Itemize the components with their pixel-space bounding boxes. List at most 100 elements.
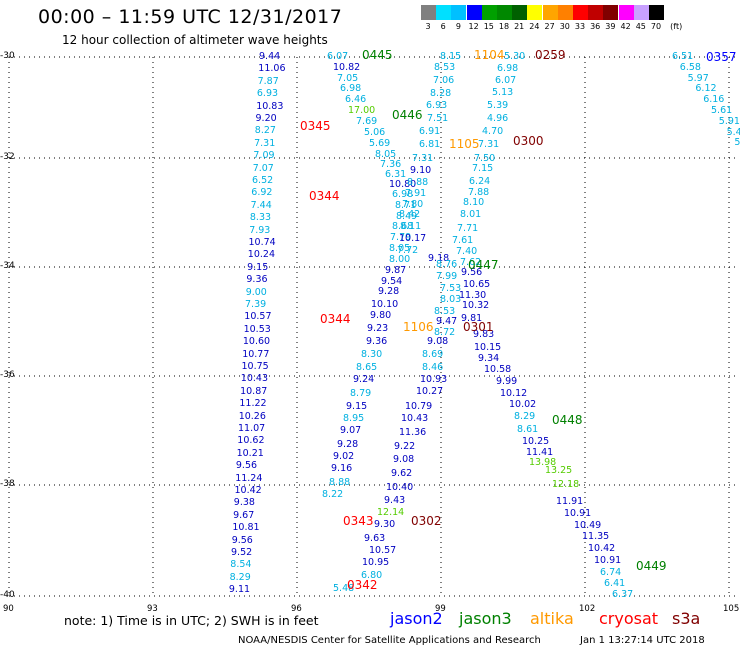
swh-value: 9.81 bbox=[461, 313, 483, 324]
legend-unit: (ft) bbox=[670, 22, 683, 31]
swh-value: 10.02 bbox=[509, 399, 537, 410]
note-text: note: 1) Time is in UTC; 2) SWH is in fe… bbox=[64, 613, 319, 628]
swh-value: 4.96 bbox=[487, 113, 509, 124]
swh-value: 7.88 bbox=[468, 187, 490, 198]
lat-tick-label: -40 bbox=[0, 590, 15, 600]
swh-value: 9.47 bbox=[436, 316, 458, 327]
swh-value: 17.00 bbox=[348, 105, 376, 116]
legend-swatch bbox=[527, 5, 543, 20]
legend-label: 21 bbox=[514, 22, 525, 31]
swh-value: 9.63 bbox=[364, 533, 386, 544]
legend-label: 45 bbox=[635, 22, 646, 31]
swh-value: 10.43 bbox=[240, 373, 268, 385]
lon-tick-label: 102 bbox=[579, 604, 596, 614]
swh-value: 12.14 bbox=[377, 507, 405, 518]
footer-timestamp: Jan 1 13:27:14 UTC 2018 bbox=[580, 635, 705, 646]
swh-value: 5.30 bbox=[504, 51, 526, 62]
overpass-time: 0300 bbox=[513, 134, 544, 148]
swh-value: 8.88 bbox=[407, 177, 429, 188]
legend-label: 27 bbox=[544, 22, 555, 31]
swh-value: 10.42 bbox=[588, 543, 616, 554]
swh-value: 5.61 bbox=[711, 105, 733, 116]
swh-value: 8.46 bbox=[422, 362, 444, 373]
page-title: 00:00 – 11:59 UTC 12/31/2017 bbox=[38, 6, 343, 28]
swh-value: 13.98 bbox=[529, 457, 557, 468]
swh-value: 10.82 bbox=[333, 62, 361, 73]
swh-value: 9.99 bbox=[496, 376, 518, 387]
swh-value: 7.44 bbox=[250, 199, 272, 211]
swh-value: 8.29 bbox=[514, 411, 536, 422]
footer-credit: NOAA/NESDIS Center for Satellite Applica… bbox=[238, 635, 541, 646]
swh-value: 7.31 bbox=[412, 153, 434, 164]
overpass-time: 0344 bbox=[309, 189, 340, 203]
swh-value: 6.98 bbox=[340, 83, 362, 94]
swh-value: 10.91 bbox=[564, 508, 592, 519]
lon-tick-label: 90 bbox=[3, 604, 14, 614]
swh-value: 7.93 bbox=[249, 224, 271, 236]
legend-label: 24 bbox=[529, 22, 540, 31]
swh-value: 11.36 bbox=[399, 427, 427, 438]
swh-value: 6.12 bbox=[695, 83, 717, 95]
legend-swatch bbox=[603, 5, 619, 20]
swh-value: 8.72 bbox=[434, 327, 456, 338]
swh-value: 6.92 bbox=[251, 187, 273, 199]
swh-value: 11.22 bbox=[239, 398, 267, 410]
swh-value: 6.46 bbox=[345, 94, 367, 105]
legend-swatch bbox=[436, 5, 452, 20]
swh-value: 9.34 bbox=[478, 353, 500, 364]
swh-value: 10.57 bbox=[369, 545, 397, 556]
legend-swatch bbox=[573, 5, 588, 20]
swh-value: 8.22 bbox=[322, 489, 344, 500]
swh-value: 9.54 bbox=[381, 276, 403, 287]
swh-value: 6.07 bbox=[327, 51, 349, 62]
overpass-time: 1105 bbox=[449, 137, 480, 151]
swh-value: 7.71 bbox=[457, 223, 479, 234]
swh-value: 9.20 bbox=[255, 113, 277, 124]
swh-value: 9.23 bbox=[367, 323, 389, 334]
swh-value: 8.68 bbox=[392, 221, 414, 232]
legend-swatch bbox=[618, 5, 634, 20]
swh-value: 10.83 bbox=[256, 100, 284, 112]
swh-value: 8.76 bbox=[436, 259, 458, 270]
legend-label: 39 bbox=[605, 22, 616, 31]
swh-value: 9.83 bbox=[473, 329, 495, 340]
swh-value: 9.16 bbox=[331, 463, 353, 474]
swh-value: 6.98 bbox=[392, 189, 414, 200]
swh-value: 9.24 bbox=[353, 374, 375, 385]
legend-swatch bbox=[497, 5, 512, 20]
swh-value: 8.10 bbox=[463, 197, 485, 208]
swh-value: 6.16 bbox=[703, 94, 725, 106]
overpass-time: 1104 bbox=[474, 48, 505, 62]
legend-label: 33 bbox=[574, 22, 586, 31]
swh-value: 5.6 bbox=[734, 137, 740, 149]
swh-value: 9.43 bbox=[384, 495, 406, 506]
swh-value: 6.31 bbox=[385, 169, 407, 180]
overpass-time: 0445 bbox=[362, 48, 393, 62]
swh-value: 9.36 bbox=[366, 336, 388, 347]
legend-label: 42 bbox=[620, 22, 631, 31]
overpass-time: 0446 bbox=[392, 108, 423, 122]
legend-label: 12 bbox=[468, 22, 479, 31]
swh-value: 7.06 bbox=[433, 75, 455, 86]
overpass-time: 1106 bbox=[403, 320, 434, 334]
lon-tick-label: 93 bbox=[147, 604, 158, 614]
swh-value: 9.56 bbox=[235, 460, 258, 472]
legend-swatch bbox=[481, 5, 497, 20]
swh-value: 8.27 bbox=[254, 125, 276, 137]
swh-value: 10.43 bbox=[401, 413, 429, 424]
legend-swatch bbox=[451, 5, 467, 20]
swh-value: 8.71 bbox=[395, 200, 417, 211]
legend-label: 9 bbox=[455, 22, 461, 31]
overpass-time: 0449 bbox=[636, 559, 667, 573]
swh-value: 6.93 bbox=[426, 100, 448, 111]
swh-value: 11.07 bbox=[238, 423, 266, 434]
swh-value: 10.24 bbox=[247, 249, 275, 261]
swh-value: 10.53 bbox=[243, 323, 271, 335]
swh-value: 8.88 bbox=[329, 477, 351, 488]
legend-swatch bbox=[421, 5, 436, 20]
lon-tick-label: 105 bbox=[723, 604, 740, 614]
swh-value: 10.80 bbox=[389, 179, 417, 190]
swh-value: 11.41 bbox=[526, 447, 554, 458]
swh-value: 8.29 bbox=[229, 571, 251, 583]
swh-value: 8.53 bbox=[434, 306, 456, 317]
